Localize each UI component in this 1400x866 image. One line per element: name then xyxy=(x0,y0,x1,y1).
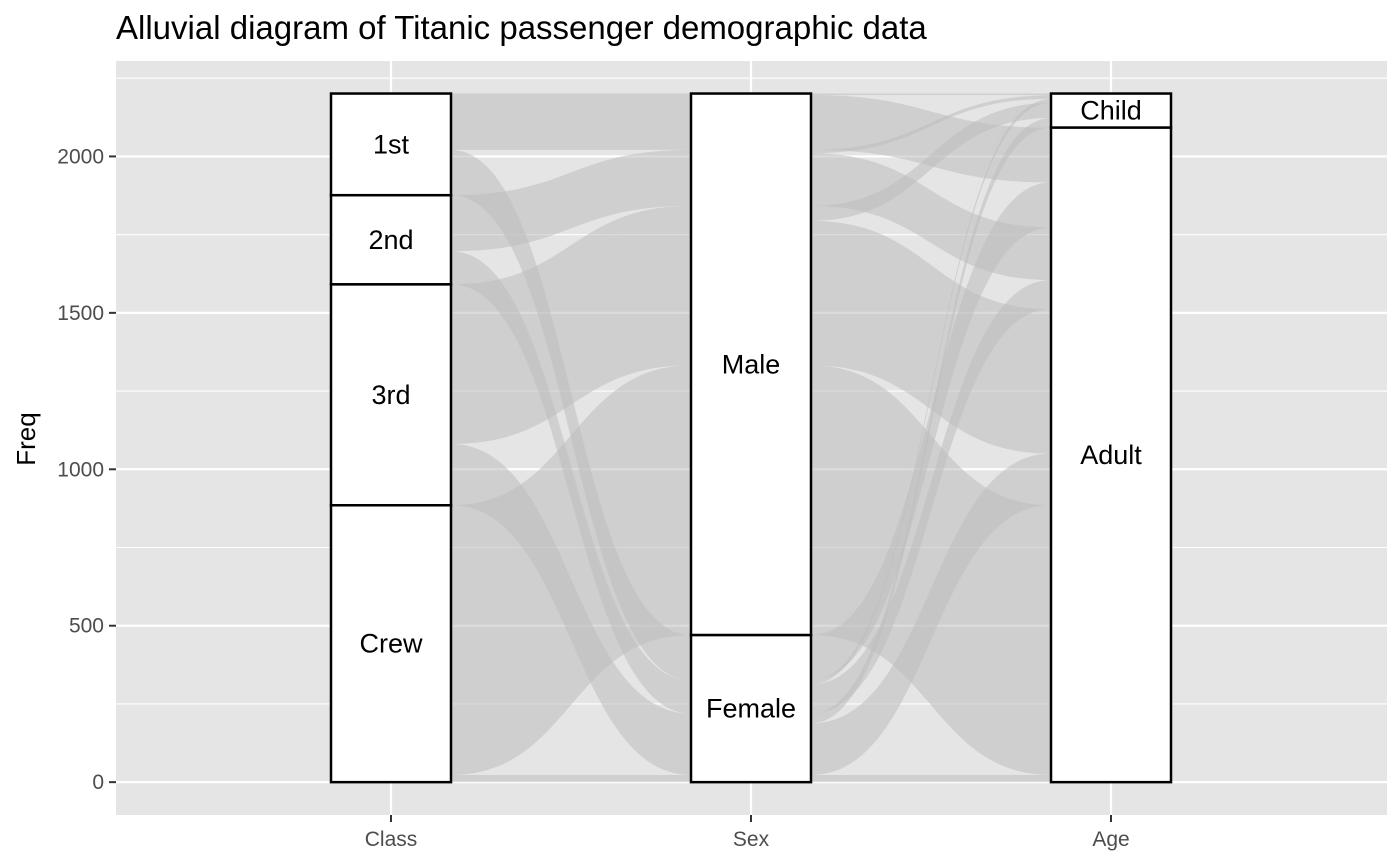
y-tick-label: 2000 xyxy=(57,145,104,168)
chart-title: Alluvial diagram of Titanic passenger de… xyxy=(116,9,927,46)
strata: 1st 2nd 3rd Crew Male Female Child Adult xyxy=(329,92,1173,784)
stratum-label: 2nd xyxy=(368,225,413,255)
x-axis: Class Sex Age xyxy=(365,815,1130,851)
stratum-box xyxy=(1049,92,1173,129)
stratum-label: Crew xyxy=(359,629,423,659)
flow-band xyxy=(451,365,691,775)
flows xyxy=(451,93,1051,783)
y-tick-label: 1500 xyxy=(57,302,104,325)
y-axis-title: Freq xyxy=(11,412,41,465)
x-tick-label: Class xyxy=(365,828,418,851)
stratum-box xyxy=(1049,126,1173,784)
flow-band xyxy=(451,774,691,783)
flow-band xyxy=(451,205,691,300)
flow-band xyxy=(811,93,1051,96)
flow-band xyxy=(811,102,1051,221)
x-tick-label: Age xyxy=(1092,828,1129,851)
flow-band xyxy=(811,774,1051,783)
y-axis: 0 500 1000 1500 2000 xyxy=(57,145,116,794)
flow-band xyxy=(811,95,1051,154)
flow-band xyxy=(811,220,1051,454)
stratum-label: Adult xyxy=(1080,440,1142,470)
y-tick-label: 1000 xyxy=(57,458,104,481)
x-tick-label: Sex xyxy=(733,828,770,851)
stratum-label: Female xyxy=(706,694,796,724)
flow-band xyxy=(451,149,691,199)
flow-band xyxy=(811,117,1051,724)
flow-band xyxy=(811,365,1051,775)
y-tick-label: 500 xyxy=(69,615,104,638)
stratum-label: 3rd xyxy=(371,380,410,410)
flow-band xyxy=(451,220,691,444)
stratum-label: Male xyxy=(722,349,781,379)
flow-band xyxy=(451,150,691,681)
flow-band xyxy=(451,153,691,252)
flow-band xyxy=(451,95,691,150)
stratum-box xyxy=(329,283,453,507)
stratum-box xyxy=(689,633,813,784)
flow-band xyxy=(451,93,691,96)
flow-band xyxy=(811,182,1051,681)
y-tick-label: 0 xyxy=(92,771,104,794)
stratum-box xyxy=(329,504,453,784)
stratum-label: Child xyxy=(1080,96,1142,126)
stratum-box xyxy=(329,193,453,286)
stratum-label: 1st xyxy=(373,129,410,159)
flow-band xyxy=(811,153,1051,281)
